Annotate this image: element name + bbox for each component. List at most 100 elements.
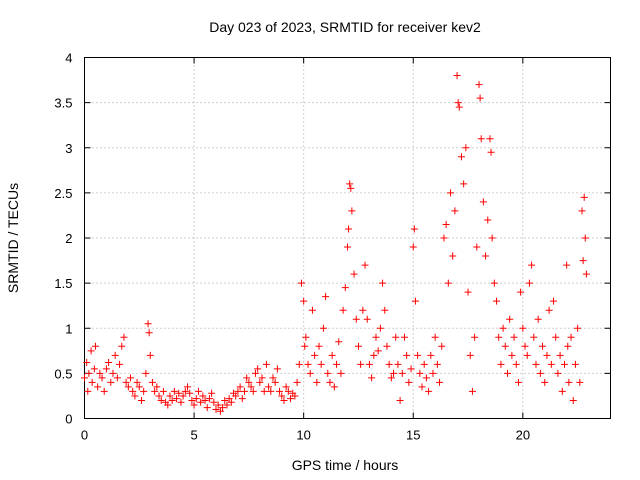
data-point (477, 135, 485, 143)
data-point (236, 383, 244, 391)
data-point (280, 396, 288, 404)
data-point (525, 279, 533, 287)
axis-ticks: 0 5 10 15 20 0 0.5 1 1.5 2 2.5 3 3.5 4 (54, 51, 611, 443)
data-point (322, 293, 330, 301)
data-point (541, 378, 549, 386)
data-point (186, 389, 194, 397)
data-point (330, 383, 338, 391)
data-point (482, 252, 490, 260)
y-tick-label: 1.5 (54, 276, 72, 291)
data-point (567, 333, 575, 341)
data-point (109, 369, 117, 377)
data-point (449, 252, 457, 260)
data-point (517, 288, 525, 296)
data-point (324, 369, 332, 377)
data-point (581, 234, 589, 242)
data-point (550, 297, 558, 305)
data-point (302, 333, 310, 341)
data-point (177, 398, 185, 406)
plot-frame (84, 57, 611, 419)
data-point (479, 198, 487, 206)
data-point (111, 351, 119, 359)
data-point (144, 320, 152, 328)
data-point (140, 387, 148, 395)
data-point (91, 342, 99, 350)
data-point (151, 387, 159, 395)
y-tick-label: 2.5 (54, 186, 72, 201)
data-point (387, 374, 395, 382)
data-point (328, 351, 336, 359)
data-point (580, 193, 588, 201)
data-point (543, 351, 551, 359)
data-point (190, 401, 198, 409)
data-point (203, 404, 211, 412)
data-point (438, 342, 446, 350)
data-point (90, 365, 98, 373)
data-point (403, 351, 411, 359)
data-point (249, 387, 257, 395)
data-point (454, 99, 462, 107)
data-point (376, 324, 384, 332)
data-point (493, 297, 501, 305)
data-point (284, 387, 292, 395)
data-point (547, 360, 555, 368)
data-point (365, 360, 373, 368)
data-point (460, 180, 468, 188)
data-point (276, 387, 284, 395)
data-point (410, 225, 418, 233)
data-point (105, 359, 113, 367)
data-point (381, 306, 389, 314)
data-point (256, 378, 264, 386)
data-point (499, 324, 507, 332)
data-point (210, 398, 218, 406)
data-point (326, 378, 334, 386)
data-point (539, 342, 547, 350)
data-point (411, 297, 419, 305)
data-point (245, 378, 253, 386)
data-point (528, 261, 536, 269)
data-point (370, 351, 378, 359)
data-point (418, 383, 426, 391)
data-point (453, 72, 461, 80)
x-tick-label: 5 (190, 428, 197, 443)
data-point (436, 378, 444, 386)
data-point (258, 374, 266, 382)
data-point (127, 374, 135, 382)
data-point (569, 396, 577, 404)
data-point (267, 387, 275, 395)
x-tick-label: 10 (296, 428, 310, 443)
y-tick-label: 3.5 (54, 96, 72, 111)
data-point (574, 324, 582, 332)
data-point (251, 369, 259, 377)
data-point (337, 369, 345, 377)
data-point (475, 81, 483, 89)
data-point (563, 261, 571, 269)
data-point (383, 342, 391, 350)
data-point (124, 383, 132, 391)
y-tick-label: 4 (65, 51, 72, 66)
data-point (392, 333, 400, 341)
y-tick-label: 2 (65, 231, 72, 246)
data-point (361, 261, 369, 269)
data-point (199, 392, 207, 400)
x-tick-label: 15 (406, 428, 420, 443)
data-point (155, 392, 163, 400)
data-point (96, 369, 104, 377)
data-point (181, 387, 189, 395)
data-point (565, 378, 573, 386)
data-point (344, 243, 351, 251)
data-point (352, 315, 360, 323)
data-point (164, 401, 172, 409)
data-point (282, 383, 290, 391)
y-tick-label: 1 (65, 321, 72, 336)
data-point (451, 207, 459, 215)
data-point (135, 383, 143, 391)
data-point (201, 396, 209, 404)
data-point (262, 360, 270, 368)
data-point (216, 407, 224, 415)
data-point (354, 342, 362, 350)
data-point (579, 257, 587, 265)
data-point (455, 103, 463, 111)
data-point (116, 360, 124, 368)
